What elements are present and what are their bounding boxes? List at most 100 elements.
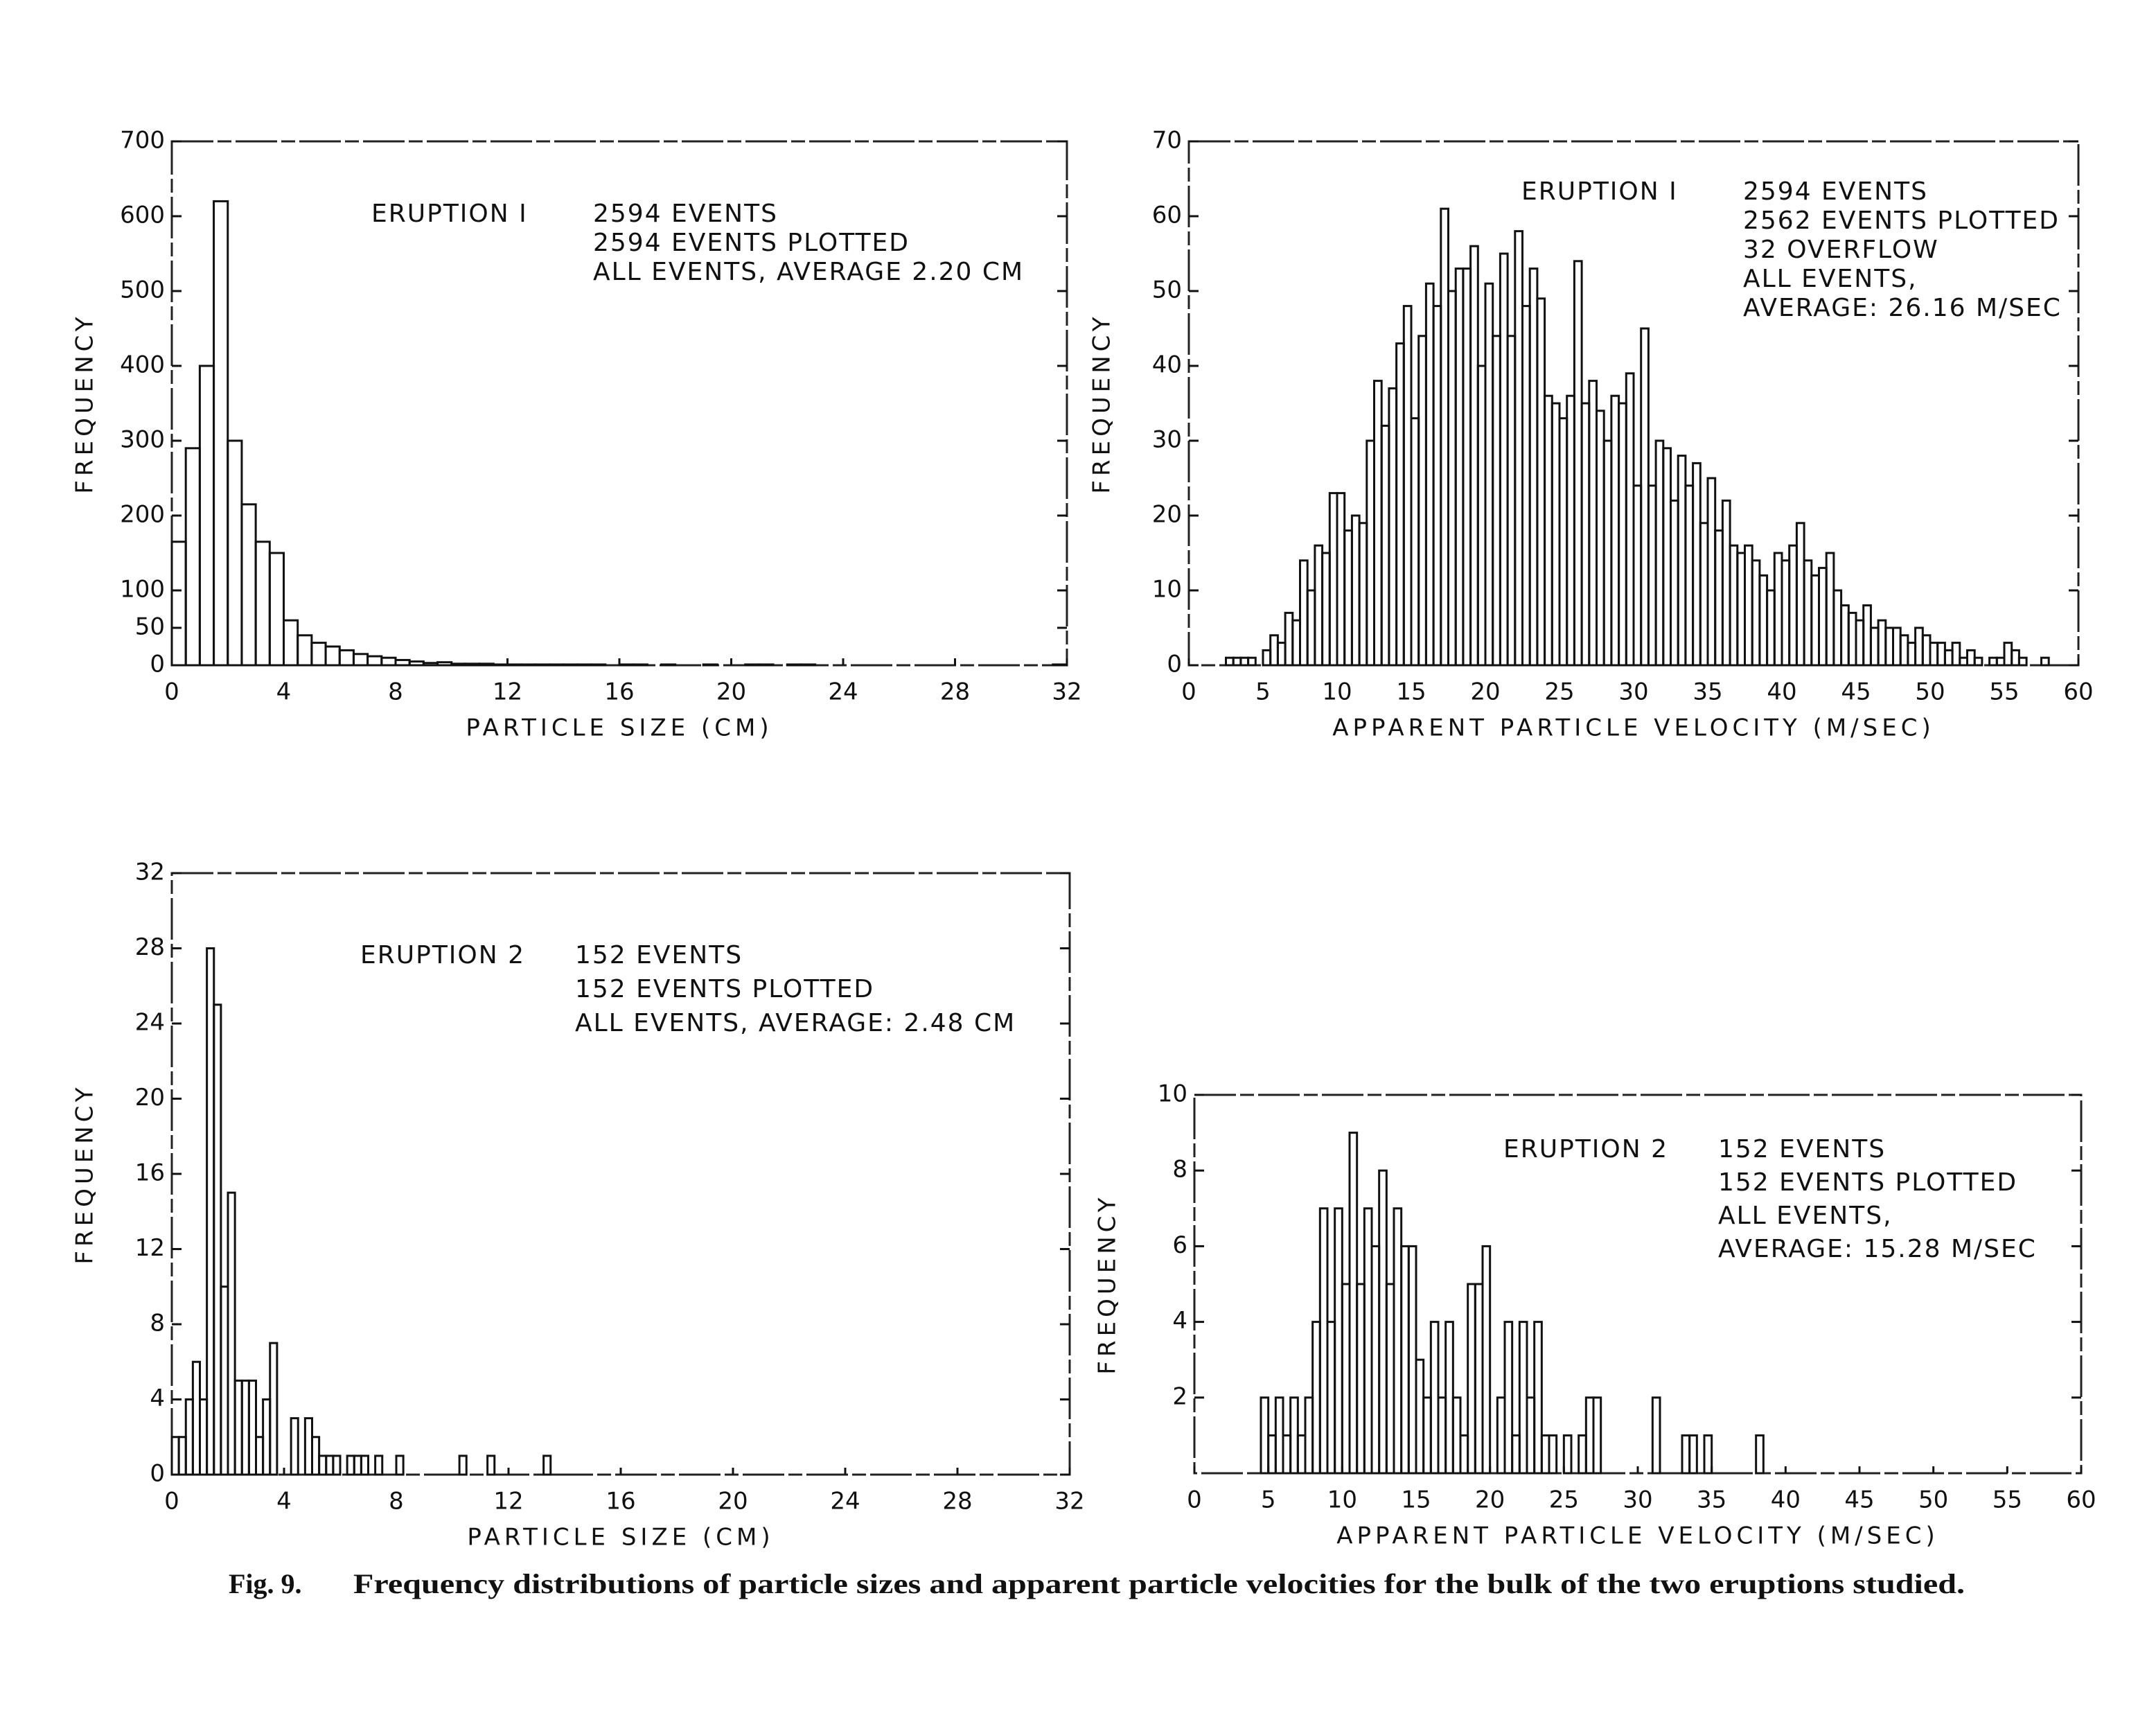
x-tick-label: 16 <box>604 678 634 706</box>
bar <box>1788 544 1798 667</box>
y-tick-label: 100 <box>120 576 165 604</box>
bar <box>1378 1169 1388 1475</box>
bar <box>1662 447 1672 667</box>
bar <box>1721 499 1731 667</box>
bar <box>338 649 355 667</box>
bar <box>1467 1283 1476 1475</box>
y-tick-label: 30 <box>1152 426 1182 454</box>
y-tick-label: 24 <box>135 1009 165 1037</box>
bar <box>1899 634 1909 667</box>
bar <box>1936 642 1946 667</box>
y-tick-label: 600 <box>120 202 165 229</box>
x-tick-label: 55 <box>1992 1486 2022 1514</box>
y-tick-label: 10 <box>1158 1080 1187 1108</box>
bar <box>290 1417 299 1476</box>
bar <box>1654 439 1665 667</box>
x-tick-label: 0 <box>1181 678 1196 706</box>
y-tick-label: 6 <box>1172 1231 1187 1259</box>
annotation-line: ALL EVENTS, AVERAGE: 2.48 CM <box>575 1009 1016 1037</box>
bar <box>1481 1245 1492 1475</box>
x-tick-label: 5 <box>1255 678 1271 706</box>
bar <box>374 1455 384 1476</box>
bar <box>1334 1207 1343 1475</box>
bar <box>1803 559 1813 667</box>
bar <box>1526 1396 1536 1475</box>
bar <box>1877 619 1887 667</box>
annotation-label: ERUPTION 2 <box>1503 1135 1668 1163</box>
bar <box>366 655 383 667</box>
bar <box>1459 1434 1469 1475</box>
bar <box>1269 634 1279 667</box>
bar <box>1276 642 1287 667</box>
x-tick-label: 45 <box>1841 678 1871 706</box>
x-tick-label: 0 <box>164 1488 179 1515</box>
x-tick-label: 20 <box>1475 1486 1505 1514</box>
bar <box>1536 297 1546 667</box>
y-tick-label: 300 <box>120 426 165 454</box>
bar <box>1451 1396 1462 1475</box>
x-tick-label: 20 <box>718 1488 748 1515</box>
y-tick-label: 2 <box>1172 1382 1187 1410</box>
bar <box>1810 574 1821 667</box>
bar <box>1492 335 1501 667</box>
bar <box>1580 402 1591 667</box>
x-tick-label: 4 <box>276 1488 292 1515</box>
bar <box>1444 1321 1454 1475</box>
bar <box>1225 656 1235 667</box>
bar <box>1306 589 1316 667</box>
bar <box>1825 552 1835 667</box>
bar <box>1299 559 1309 667</box>
bar <box>1558 417 1569 667</box>
bar <box>1584 1396 1595 1475</box>
y-tick-label: 4 <box>150 1385 165 1412</box>
bar <box>1588 380 1598 667</box>
bar <box>1884 626 1895 667</box>
bar <box>486 1455 496 1476</box>
bar <box>1437 1396 1447 1475</box>
bar <box>1562 1434 1573 1475</box>
bar <box>1921 634 1932 667</box>
y-tick-label: 16 <box>135 1159 165 1187</box>
x-tick-label: 12 <box>493 1488 523 1515</box>
bar <box>262 1398 272 1476</box>
bar <box>213 200 229 667</box>
annotation-line: 32 OVERFLOW <box>1743 236 1939 264</box>
bar <box>1321 552 1331 667</box>
bar <box>1625 372 1635 667</box>
bar <box>206 947 215 1476</box>
caption-text: Frequency distributions of particle size… <box>353 1568 1965 1599</box>
x-tick-label: 10 <box>1322 678 1352 706</box>
x-tick-label: 28 <box>942 1488 972 1515</box>
bar <box>1540 1434 1550 1475</box>
annotation-line: 152 EVENTS PLOTTED <box>1718 1168 2017 1197</box>
annotation-label: ERUPTION 2 <box>360 941 525 969</box>
bar <box>1336 492 1346 667</box>
bar <box>1511 1434 1521 1475</box>
bar <box>1840 604 1850 667</box>
bar <box>227 1191 236 1476</box>
x-tick-label: 40 <box>1771 1486 1801 1514</box>
bar <box>1651 1396 1661 1475</box>
bar <box>1681 1434 1691 1475</box>
annotation-label: ERUPTION I <box>1521 177 1678 206</box>
bar <box>220 1285 229 1476</box>
x-tick-label: 35 <box>1693 678 1722 706</box>
bar <box>1388 387 1398 667</box>
x-tick-label: 8 <box>388 678 403 706</box>
bar <box>1640 327 1650 667</box>
bar <box>1400 1245 1410 1475</box>
bar <box>1503 1321 1514 1475</box>
bar <box>1766 589 1776 667</box>
bar <box>170 541 187 667</box>
bar <box>1373 380 1383 667</box>
bar <box>199 1398 209 1476</box>
bar <box>1703 1434 1713 1475</box>
bar <box>332 1455 342 1476</box>
bar <box>1348 1132 1359 1475</box>
bar <box>2003 642 2013 667</box>
x-tick-label: 15 <box>1401 1486 1431 1514</box>
annotation-line: 2594 EVENTS <box>1743 177 1928 206</box>
x-tick-label: 0 <box>1187 1486 1202 1514</box>
bar <box>1314 544 1324 667</box>
